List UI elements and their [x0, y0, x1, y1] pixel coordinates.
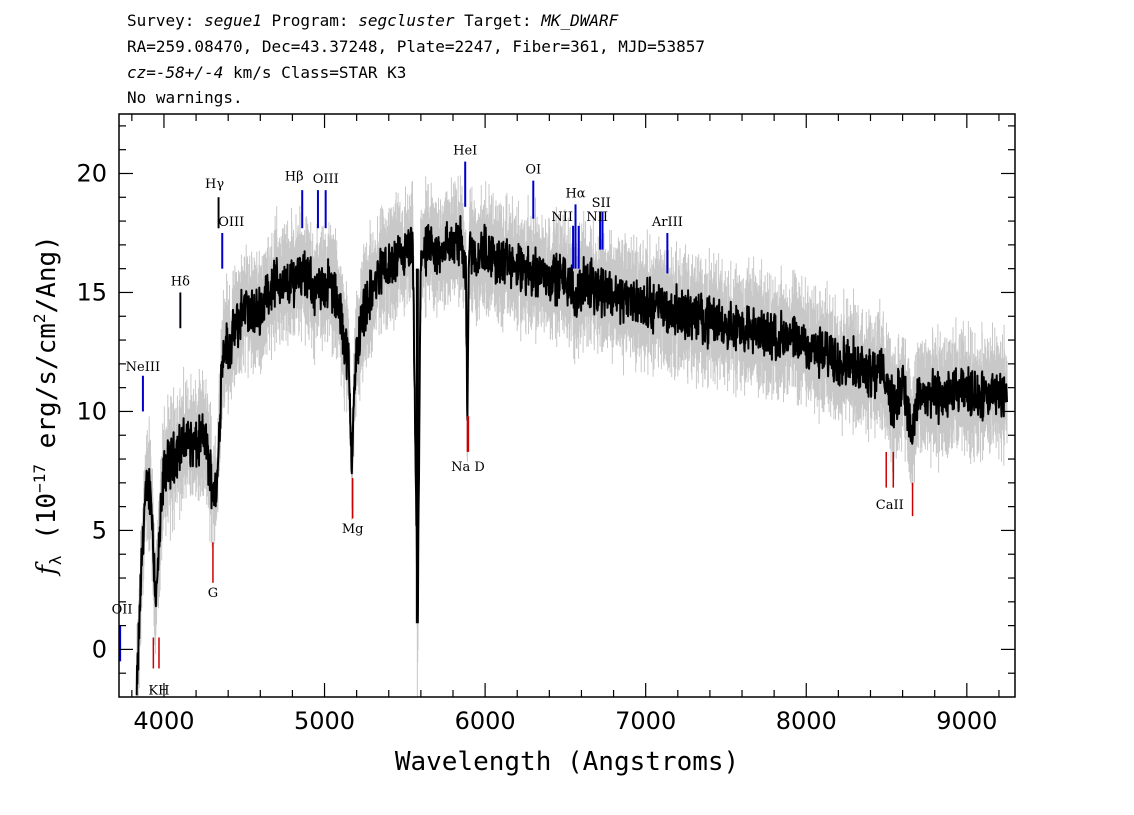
y-tick-label: 5 — [92, 516, 107, 544]
y-axis-title: fλ (10−17 erg/s/cm2/Ang) — [30, 235, 65, 577]
y-axis-ticks: 0 5 10 15 20 — [76, 125, 1015, 674]
header-line-2: RA=259.08470, Dec=43.37248, Plate=2247, … — [127, 37, 705, 56]
y-tick-label: 10 — [76, 397, 107, 425]
x-tick-label: 9000 — [936, 707, 997, 735]
header-line-3: cz=-58+/-4 km/s Class=STAR K3 — [127, 63, 406, 82]
header-line-1: Survey: segue1 Program: segcluster Targe… — [127, 11, 619, 30]
flux-series — [135, 215, 1008, 696]
y-tick-label: 20 — [76, 159, 107, 187]
line-label-nad: Na D — [451, 460, 485, 475]
line-label-oi: OI — [525, 162, 541, 177]
plot-frame — [118, 113, 1016, 698]
line-label-mg: Mg — [342, 522, 364, 537]
x-tick-label: 7000 — [615, 707, 676, 735]
flux-line — [135, 215, 1008, 696]
line-label-neiii: NeIII — [126, 360, 160, 375]
line-label-halpha: Hα — [565, 186, 585, 201]
error-band-strokes — [136, 175, 1008, 697]
error-band — [136, 175, 1008, 697]
line-label-hbeta: Hβ — [285, 170, 304, 185]
line-label-oiii_5007: OIII — [313, 172, 339, 187]
x-tick-label: 4000 — [133, 707, 194, 735]
line-label-g: G — [208, 586, 218, 601]
line-label-hgamma: Hγ — [205, 177, 224, 192]
line-label-nii_b: NII — [586, 210, 608, 225]
line-label-caii: CaII — [876, 498, 904, 513]
header-line-4: No warnings. — [127, 88, 243, 107]
line-label-oiii_4363: OIII — [218, 215, 244, 230]
line-label-ariii: ArIII — [651, 215, 683, 230]
line-label-hei: HeI — [453, 143, 477, 158]
y-tick-label: 0 — [92, 635, 107, 663]
line-label-oii: OII — [112, 603, 133, 618]
chart-header: Survey: segue1 Program: segcluster Targe… — [127, 11, 705, 107]
line-label-hdelta: Hδ — [171, 274, 190, 289]
x-tick-label: 5000 — [294, 707, 355, 735]
y-tick-label: 15 — [76, 278, 107, 306]
x-tick-label: 6000 — [455, 707, 516, 735]
line-label-sii: SII — [592, 196, 611, 211]
line-label-nii_a: NII — [551, 210, 573, 225]
x-tick-label: 8000 — [776, 707, 837, 735]
spectral-line-markers — [119, 161, 914, 669]
x-axis-title: Wavelength (Angstroms) — [395, 747, 739, 777]
x-axis-ticks: 4000 5000 6000 7000 8000 9000 — [131, 114, 1000, 735]
